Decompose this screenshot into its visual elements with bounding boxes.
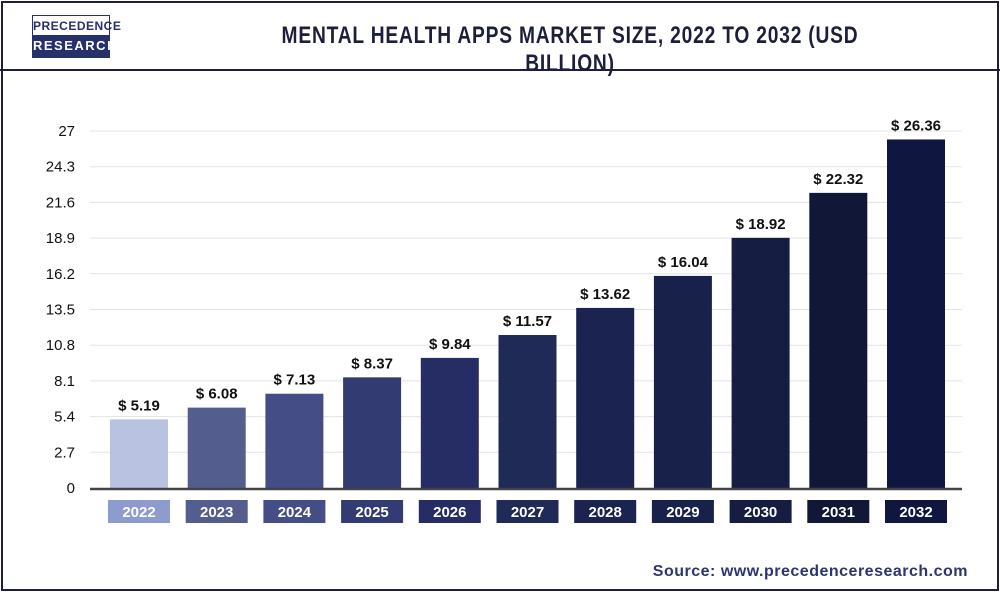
- category-label-box: [496, 500, 559, 523]
- category-label: 2027: [511, 504, 544, 521]
- value-label: $ 9.84: [429, 336, 471, 353]
- category-label: 2024: [278, 504, 312, 521]
- value-label: $ 16.04: [658, 254, 709, 271]
- y-tick-label: 16.2: [46, 266, 75, 283]
- category-label-box: [885, 500, 947, 523]
- category-label-box: [185, 500, 248, 523]
- value-label: $ 11.57: [503, 313, 552, 330]
- bar: [420, 357, 479, 488]
- value-label: $ 8.37: [351, 355, 393, 372]
- y-tick-label: 18.9: [46, 230, 75, 247]
- category-label: 2026: [433, 504, 466, 521]
- y-tick-label: 13.5: [46, 302, 75, 319]
- value-label: $ 13.62: [580, 286, 630, 303]
- category-label: 2028: [589, 504, 622, 521]
- bar: [498, 335, 557, 488]
- bar: [343, 377, 402, 488]
- header-divider: [0, 69, 1000, 71]
- value-label: $ 6.08: [196, 386, 238, 403]
- bar: [653, 275, 712, 488]
- category-label-box: [807, 500, 870, 523]
- chart-title: MENTAL HEALTH APPS MARKET SIZE, 2022 TO …: [281, 22, 859, 77]
- category-label-box: [574, 500, 637, 523]
- value-label: $ 5.19: [118, 397, 160, 414]
- bar: [576, 307, 635, 488]
- logo-bottom: RESEARCH: [33, 35, 116, 57]
- value-label: $ 22.32: [813, 171, 863, 188]
- category-label: 2032: [899, 504, 932, 521]
- bar: [187, 407, 246, 488]
- y-tick-label: 0: [67, 480, 75, 497]
- category-label-box: [341, 500, 404, 523]
- y-tick-label: 27: [58, 123, 75, 140]
- category-label-box: [263, 500, 326, 523]
- bar: [809, 192, 868, 488]
- category-label-box: [108, 500, 170, 523]
- value-label: $ 7.13: [274, 372, 316, 389]
- y-tick-label: 21.6: [46, 194, 75, 211]
- value-label: $ 26.36: [891, 117, 941, 134]
- category-label: 2023: [200, 504, 233, 521]
- y-tick-label: 2.7: [54, 444, 75, 461]
- y-tick-label: 5.4: [54, 409, 75, 426]
- bar: [265, 393, 324, 488]
- y-tick-label: 10.8: [46, 337, 75, 354]
- logo: PRECEDENCE RESEARCH: [32, 15, 121, 58]
- value-label: $ 18.92: [736, 216, 786, 233]
- y-tick-label: 24.3: [46, 159, 75, 176]
- category-label-box: [418, 500, 481, 523]
- category-label: 2029: [666, 504, 699, 521]
- category-label: 2030: [744, 504, 777, 521]
- category-label-box: [651, 500, 714, 523]
- logo-top: PRECEDENCE: [33, 16, 121, 35]
- category-label: 2031: [822, 504, 855, 521]
- bar: [731, 237, 790, 488]
- bar: [887, 139, 945, 488]
- source-text: Source: www.precedenceresearch.com: [652, 563, 968, 580]
- category-label: 2025: [355, 504, 388, 521]
- y-tick-label: 8.1: [54, 373, 75, 390]
- category-label-box: [729, 500, 792, 523]
- bar: [110, 419, 168, 488]
- category-label: 2022: [122, 504, 155, 521]
